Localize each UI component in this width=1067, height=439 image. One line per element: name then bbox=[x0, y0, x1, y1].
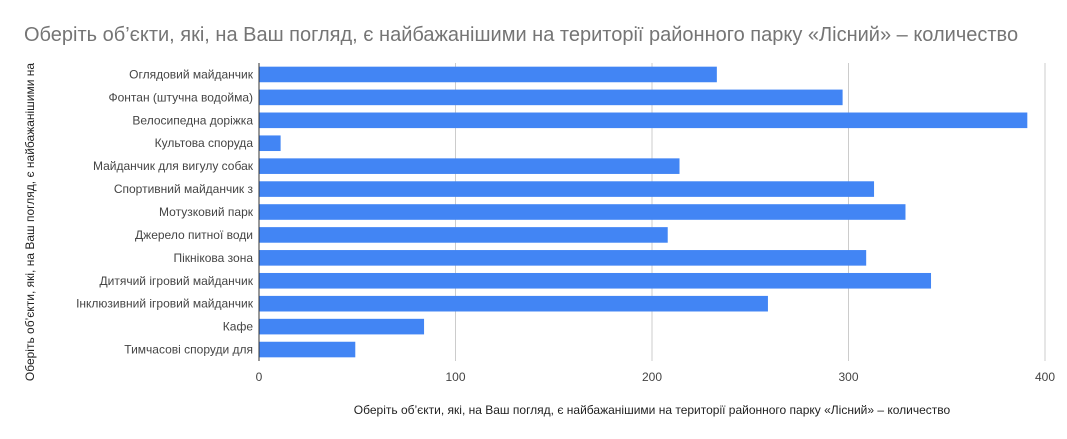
category-label: Фонтан (штучна водойма) bbox=[108, 90, 253, 104]
x-tick-label: 400 bbox=[1035, 370, 1055, 384]
category-label: Мотузковий парк bbox=[159, 205, 254, 219]
x-tick-label: 300 bbox=[838, 370, 858, 384]
bar bbox=[259, 181, 875, 197]
category-label: Велосипедна доріжка bbox=[132, 113, 253, 127]
category-label: Кафе bbox=[223, 320, 254, 334]
bar bbox=[259, 318, 425, 335]
category-label: Оглядовий майданчик bbox=[129, 67, 254, 81]
bars bbox=[259, 66, 1028, 358]
bar bbox=[259, 135, 281, 152]
y-axis-title: Оберіть об’єкти, які, на Ваш погляд, є н… bbox=[23, 63, 37, 382]
bar bbox=[259, 66, 717, 83]
category-label: Спортивний майданчик з bbox=[114, 182, 254, 196]
x-tick-label: 0 bbox=[256, 370, 263, 384]
bar bbox=[259, 112, 1028, 129]
category-label: Майданчик для вигулу собак bbox=[93, 159, 254, 173]
bar bbox=[259, 341, 356, 358]
bar bbox=[259, 158, 680, 174]
bar bbox=[259, 250, 867, 266]
category-label: Тимчасові споруди для bbox=[124, 343, 253, 357]
x-tick-labels: 0 100 200 300 400 bbox=[256, 370, 1056, 384]
category-label: Джерело питної води bbox=[135, 228, 253, 242]
bar bbox=[259, 204, 906, 220]
category-label: Культова споруда bbox=[155, 136, 254, 150]
x-tick-label: 100 bbox=[445, 370, 465, 384]
bar bbox=[259, 295, 768, 312]
bar bbox=[259, 272, 932, 289]
x-tick-label: 200 bbox=[642, 370, 662, 384]
chart-title: Оберіть об’єкти, які, на Ваш погляд, є н… bbox=[24, 24, 1018, 46]
category-label: Пікнікова зона bbox=[174, 251, 254, 265]
category-label: Дитячий ігровий майданчик bbox=[100, 274, 254, 288]
bar bbox=[259, 89, 843, 106]
x-axis-title: Оберіть об’єкти, які, на Ваш погляд, є н… bbox=[354, 403, 951, 417]
category-label: Інклюзивний ігровий майданчик bbox=[76, 297, 254, 311]
category-labels: Оглядовий майданчик Фонтан (штучна водойм… bbox=[76, 67, 254, 356]
bar bbox=[259, 227, 668, 243]
